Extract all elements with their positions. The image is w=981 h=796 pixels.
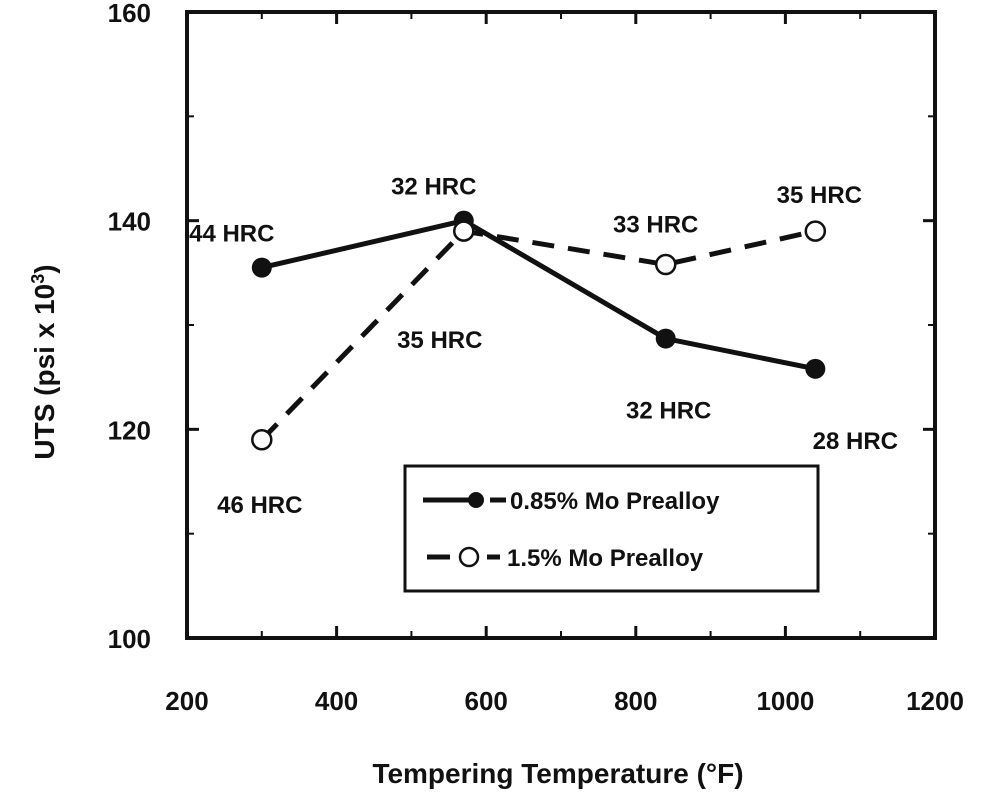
hrc-label-085-mo: 44 HRC [189, 221, 274, 248]
hrc-label-085-mo: 28 HRC [813, 428, 898, 455]
y-axis-title: UTS (psi x 103) [28, 264, 60, 459]
series-15-mo-point [251, 429, 273, 451]
series-15-mo-point [453, 220, 475, 242]
series-085-mo-line [261, 218, 816, 372]
x-tick-label: 1000 [756, 686, 814, 716]
y-tick-label: 120 [108, 415, 151, 445]
series-15-mo-point [804, 220, 827, 242]
x-tick-label: 1200 [906, 686, 964, 716]
y-tick-label: 140 [108, 207, 151, 237]
series-15-mo-line [260, 228, 816, 442]
series-085-mo-point [251, 257, 272, 278]
plot-frame [185, 10, 937, 640]
hrc-label-15-mo: 35 HRC [397, 327, 482, 354]
hrc-label-085-mo: 32 HRC [626, 398, 711, 425]
hrc-label-15-mo: 33 HRC [613, 211, 698, 238]
x-tick-label: 400 [315, 686, 358, 716]
x-tick-label: 600 [465, 686, 508, 716]
x-tick-label: 200 [165, 686, 208, 716]
y-axis-title-close: ) [29, 264, 60, 273]
x-axis-title: Tempering Temperature (°F) [372, 758, 743, 789]
series-085-mo-point [805, 358, 826, 379]
annotation-layer: 44 HRC 32 HRC 32 HRC 28 HRC 46 HRC 35 HRC 33 H… [189, 174, 898, 519]
y-tick-labels: 100 120 140 160 [108, 0, 151, 654]
y-axis-title-main: UTS (psi x 10 [29, 284, 60, 460]
legend: 0.85% Mo Prealloy 1.5% Mo Prealloy [403, 464, 820, 593]
y-axis-title-superscript: 3 [28, 274, 48, 284]
legend-open-circle-marker [458, 546, 480, 568]
legend-box [403, 464, 820, 593]
hrc-label-15-mo: 46 HRC [217, 492, 302, 519]
series-15-mo-point [654, 253, 677, 276]
y-tick-label: 100 [108, 624, 151, 654]
x-tick-label: 800 [614, 686, 657, 716]
legend-item-15-mo: 1.5% Mo Prealloy [507, 545, 704, 572]
legend-item-085-mo: 0.85% Mo Prealloy [510, 488, 720, 515]
hrc-label-085-mo: 32 HRC [391, 174, 476, 201]
legend-filled-circle-marker [468, 492, 484, 508]
y-tick-label: 160 [108, 0, 151, 28]
series-layer [251, 210, 827, 451]
hrc-label-15-mo: 35 HRC [777, 182, 862, 209]
series-085-mo-point [655, 328, 676, 349]
x-tick-labels: 200 400 600 800 1000 1200 [165, 686, 964, 716]
